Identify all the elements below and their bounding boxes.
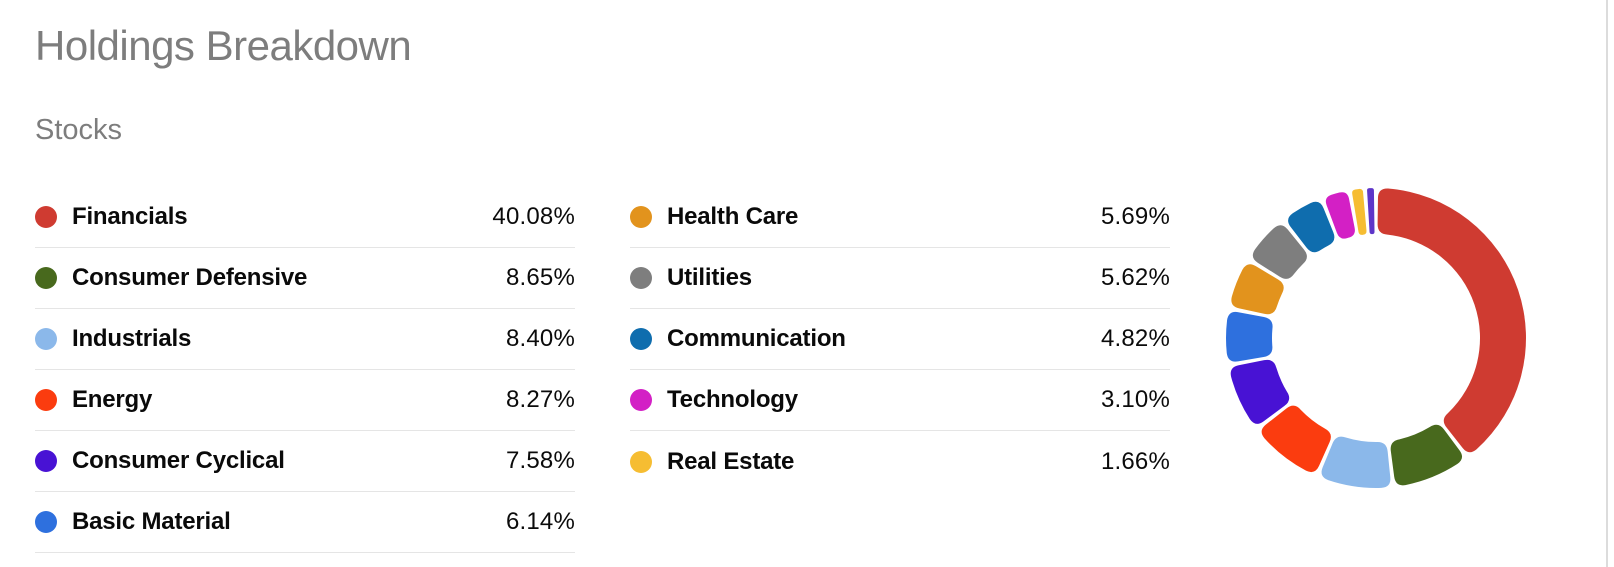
legend-value: 3.10%: [1100, 386, 1170, 413]
legend-row-energy: Energy 8.27%: [35, 370, 575, 431]
legend-row-communication: Communication 4.82%: [630, 309, 1170, 370]
financials-color-dot-icon: [35, 206, 57, 228]
donut-segment-consumer-defensive: [1390, 424, 1463, 486]
legend-value: 5.62%: [1100, 264, 1170, 291]
legend-label: Industrials: [72, 325, 192, 352]
donut-segment-unlabeled: [1367, 188, 1375, 235]
legend-label: Consumer Cyclical: [72, 447, 285, 474]
donut-segment-real-estate: [1352, 188, 1367, 235]
holdings-donut-chart: [1226, 188, 1526, 488]
communication-color-dot-icon: [630, 328, 652, 350]
donut-segment-utilities: [1252, 225, 1307, 279]
legend-row-consumer-cyclical: Consumer Cyclical 7.58%: [35, 431, 575, 492]
legend-label: Energy: [72, 386, 153, 413]
technology-color-dot-icon: [630, 389, 652, 411]
legend-value: 8.65%: [505, 264, 575, 291]
industrials-color-dot-icon: [35, 328, 57, 350]
legend-label: Communication: [667, 325, 846, 352]
legend-label: Real Estate: [667, 447, 795, 475]
legend-label: Health Care: [667, 203, 799, 230]
donut-segment-communication: [1288, 201, 1335, 253]
consumer-cyclical-color-dot-icon: [35, 450, 57, 472]
panel-right-border: [1606, 0, 1608, 567]
legend-value: 8.40%: [505, 325, 575, 352]
legend-value: 1.66%: [1100, 447, 1170, 475]
legend-label: Utilities: [667, 264, 752, 291]
legend-row-utilities: Utilities 5.62%: [630, 248, 1170, 309]
donut-segment-technology: [1325, 192, 1355, 239]
legend-row-consumer-defensive: Consumer Defensive 8.65%: [35, 248, 575, 309]
donut-segment-consumer-cyclical: [1230, 359, 1290, 424]
energy-color-dot-icon: [35, 389, 57, 411]
legend-value: 5.69%: [1100, 203, 1170, 230]
legend-label: Consumer Defensive: [72, 264, 308, 291]
page-title: Holdings Breakdown: [35, 22, 412, 69]
legend-label: Financials: [72, 203, 188, 230]
donut-segment-industrials: [1321, 436, 1391, 488]
utilities-color-dot-icon: [630, 267, 652, 289]
legend-column-left: Financials 40.08% Consumer Defensive 8.65% I…: [35, 187, 575, 553]
donut-segment-energy: [1261, 405, 1331, 473]
legend-row-industrials: Industrials 8.40%: [35, 309, 575, 370]
donut-segment-financials: [1377, 188, 1526, 453]
legend-label: Basic Material: [72, 508, 231, 535]
donut-segment-health-care: [1231, 264, 1284, 315]
legend-row-financials: Financials 40.08%: [35, 187, 575, 248]
legend-value: 7.58%: [505, 447, 575, 474]
legend-label: Technology: [667, 386, 798, 413]
legend-value: 6.14%: [505, 508, 575, 535]
health-care-color-dot-icon: [630, 206, 652, 228]
real-estate-color-dot-icon: [630, 450, 652, 473]
donut-segment-basic-material: [1226, 311, 1273, 362]
legend-value: 8.27%: [505, 386, 575, 413]
consumer-defensive-color-dot-icon: [35, 267, 57, 289]
legend-row-real-estate: Real Estate 1.66%: [630, 431, 1170, 492]
basic-material-color-dot-icon: [35, 511, 57, 533]
legend-value: 40.08%: [492, 203, 575, 230]
legend-row-basic-material: Basic Material 6.14%: [35, 492, 575, 553]
legend-value: 4.82%: [1100, 325, 1170, 352]
holdings-legend: Financials 40.08% Consumer Defensive 8.65% I…: [35, 187, 1170, 553]
legend-column-right: Health Care 5.69% Utilities 5.62% Communicat…: [630, 187, 1170, 553]
section-label-stocks: Stocks: [35, 114, 123, 146]
legend-row-health-care: Health Care 5.69%: [630, 187, 1170, 248]
legend-row-technology: Technology 3.10%: [630, 370, 1170, 431]
